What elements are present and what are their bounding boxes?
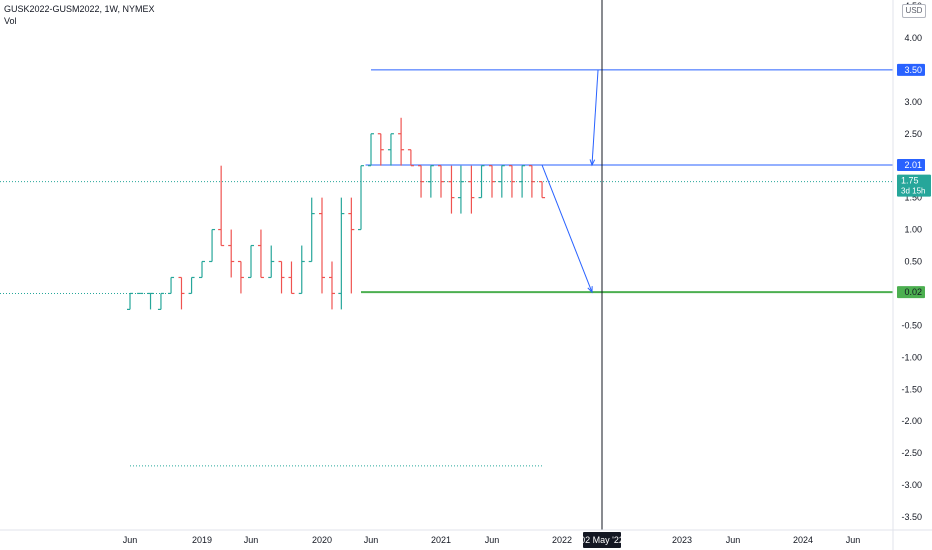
arrow-head bbox=[587, 286, 593, 294]
price-bar bbox=[127, 292, 133, 311]
price-bar bbox=[468, 165, 475, 214]
x-tick-label: 2020 bbox=[312, 535, 332, 545]
x-tick-label: Jun bbox=[123, 535, 138, 545]
y-tick-label: 3.00 bbox=[904, 97, 922, 107]
price-bar bbox=[209, 228, 216, 263]
price-bar bbox=[539, 181, 546, 199]
y-tick-label: 0.50 bbox=[904, 257, 922, 267]
price-bar bbox=[418, 165, 425, 198]
price-bar bbox=[498, 165, 505, 198]
price-bar bbox=[278, 260, 285, 294]
price-level-badge bbox=[897, 63, 925, 76]
price-bar bbox=[199, 260, 205, 279]
price-bar bbox=[427, 165, 434, 198]
price-bar bbox=[407, 149, 414, 167]
price-bar bbox=[448, 165, 455, 214]
price-bar bbox=[438, 165, 444, 198]
arrow-line bbox=[591, 69, 599, 166]
y-tick-label: 1.00 bbox=[904, 225, 922, 235]
price-bar bbox=[237, 260, 244, 294]
y-tick-label: -2.50 bbox=[901, 448, 922, 458]
arrow-head bbox=[589, 159, 596, 167]
price-bar bbox=[298, 245, 305, 295]
x-tick-label: Jun bbox=[364, 535, 379, 545]
price-level-badge bbox=[897, 159, 925, 172]
price-bar bbox=[308, 197, 315, 263]
x-tick-label: Jun bbox=[485, 535, 500, 545]
x-tick-label: 2024 bbox=[793, 535, 813, 545]
x-tick-label: 2019 bbox=[192, 535, 212, 545]
crosshair-date-label: 02 May '22 bbox=[580, 535, 624, 545]
price-bar bbox=[319, 197, 325, 294]
price-bar bbox=[147, 292, 154, 310]
price-bar bbox=[178, 276, 185, 310]
price-bar bbox=[348, 197, 355, 294]
price-bars bbox=[127, 117, 546, 311]
price-bar bbox=[228, 229, 235, 278]
price-level-badge bbox=[897, 286, 925, 299]
bar-countdown-label: 3d 15h bbox=[901, 187, 925, 196]
price-level-label: 2.01 bbox=[904, 160, 922, 170]
y-tick-label: -1.50 bbox=[901, 384, 922, 394]
price-bar bbox=[457, 165, 464, 214]
price-bar bbox=[398, 117, 405, 166]
price-bar bbox=[338, 197, 345, 310]
price-bar bbox=[368, 133, 374, 167]
x-tick-label: 2022 bbox=[552, 535, 572, 545]
level-lines bbox=[0, 69, 893, 467]
y-tick-label: 1.50 bbox=[904, 193, 922, 203]
volume-legend[interactable]: Vol bbox=[4, 16, 17, 26]
symbol-legend[interactable]: GUSK2022-GUSM2022, 1W, NYMEX bbox=[4, 4, 155, 14]
price-bar bbox=[387, 133, 394, 166]
price-bar bbox=[248, 244, 254, 279]
y-tick-label: -2.00 bbox=[901, 416, 922, 426]
last-price-badge bbox=[897, 174, 931, 197]
y-tick-label: -3.50 bbox=[901, 512, 922, 522]
price-bar bbox=[157, 292, 164, 311]
price-bar bbox=[478, 165, 485, 199]
drawing-arrows bbox=[541, 0, 603, 530]
price-bar bbox=[358, 165, 365, 231]
x-tick-label: 2021 bbox=[431, 535, 451, 545]
x-tick-label: Jun bbox=[726, 535, 741, 545]
price-bar bbox=[268, 245, 275, 279]
x-tick-label: Jun bbox=[846, 535, 861, 545]
arrow-line bbox=[541, 164, 593, 293]
price-bar bbox=[188, 276, 195, 295]
y-tick-label: 2.50 bbox=[904, 129, 922, 139]
price-level-label: 0.02 bbox=[904, 287, 922, 297]
price-bar bbox=[377, 133, 384, 166]
y-tick-label: -3.00 bbox=[901, 480, 922, 490]
y-tick-label: -1.00 bbox=[901, 352, 922, 362]
crosshair-date-badge bbox=[583, 532, 621, 548]
price-level-label: 3.50 bbox=[904, 65, 922, 75]
y-tick-label: -0.50 bbox=[901, 320, 922, 330]
price-bar bbox=[519, 165, 526, 198]
price-bar bbox=[288, 261, 295, 295]
x-tick-label: 2023 bbox=[672, 535, 692, 545]
price-bar bbox=[218, 165, 225, 247]
price-bar bbox=[257, 229, 264, 279]
last-price-label: 1.75 bbox=[901, 176, 919, 186]
price-bar bbox=[328, 261, 335, 310]
price-bar bbox=[489, 165, 495, 198]
y-tick-label: 4.00 bbox=[904, 33, 922, 43]
price-bar bbox=[528, 165, 535, 198]
price-bar bbox=[168, 276, 175, 295]
price-bar bbox=[508, 165, 515, 198]
currency-badge[interactable]: USD bbox=[902, 4, 926, 18]
x-tick-label: Jun bbox=[244, 535, 259, 545]
